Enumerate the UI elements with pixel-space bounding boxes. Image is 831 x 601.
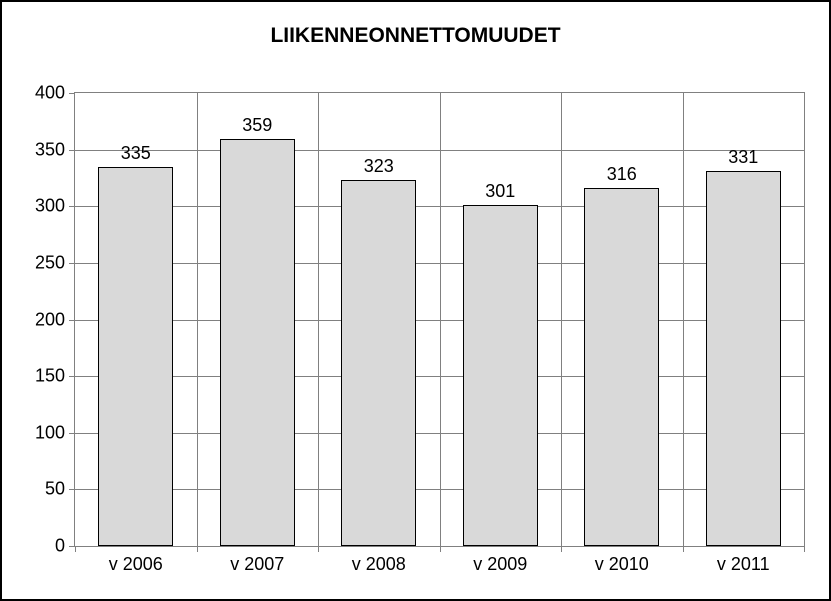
bar: 323 — [341, 180, 416, 546]
bar-slot: 331 — [683, 93, 805, 546]
bar-value-label: 359 — [242, 115, 272, 136]
x-tick-label: v 2006 — [75, 554, 197, 575]
y-tick-label: 400 — [35, 83, 65, 104]
x-tick-label: v 2009 — [440, 554, 562, 575]
y-tick-label: 150 — [35, 366, 65, 387]
y-tick-label: 0 — [55, 536, 65, 557]
bar: 335 — [98, 167, 173, 546]
bar: 331 — [706, 171, 781, 546]
x-tick — [75, 546, 76, 552]
x-tick — [804, 546, 805, 552]
x-tick-label: v 2008 — [318, 554, 440, 575]
y-tick-label: 100 — [35, 422, 65, 443]
bar-value-label: 335 — [121, 143, 151, 164]
y-tick-label: 250 — [35, 252, 65, 273]
bar: 359 — [220, 139, 295, 546]
chart-frame: LIIKENNEONNETTOMUUDET 0 50 100 150 200 250 300… — [0, 0, 831, 601]
bar-slot: 316 — [561, 93, 683, 546]
bar-slot: 359 — [197, 93, 319, 546]
bar-slot: 323 — [318, 93, 440, 546]
bar-value-label: 331 — [728, 147, 758, 168]
y-tick-label: 200 — [35, 309, 65, 330]
x-tick — [683, 546, 684, 552]
x-tick — [318, 546, 319, 552]
y-tick-label: 300 — [35, 196, 65, 217]
x-tick — [440, 546, 441, 552]
bar-value-label: 316 — [607, 164, 637, 185]
bar-slot: 301 — [440, 93, 562, 546]
bar: 316 — [584, 188, 659, 546]
bar: 301 — [463, 205, 538, 546]
bar-value-label: 323 — [364, 156, 394, 177]
x-tick — [561, 546, 562, 552]
bar-slot: 335 — [75, 93, 197, 546]
y-tick-label: 50 — [45, 479, 65, 500]
chart-title: LIIKENNEONNETTOMUUDET — [2, 24, 829, 48]
x-tick-label: v 2010 — [561, 554, 683, 575]
plot-area-wrap: 0501001502002503003504003353593233013163… — [74, 92, 805, 547]
x-tick-label: v 2011 — [683, 554, 805, 575]
y-tick-label: 350 — [35, 139, 65, 160]
x-tick — [197, 546, 198, 552]
plot-area: 0501001502002503003504003353593233013163… — [74, 92, 805, 547]
bars-layer: 335 359 323 301 316 331 — [75, 93, 804, 546]
x-tick-label: v 2007 — [197, 554, 319, 575]
bar-value-label: 301 — [485, 181, 515, 202]
